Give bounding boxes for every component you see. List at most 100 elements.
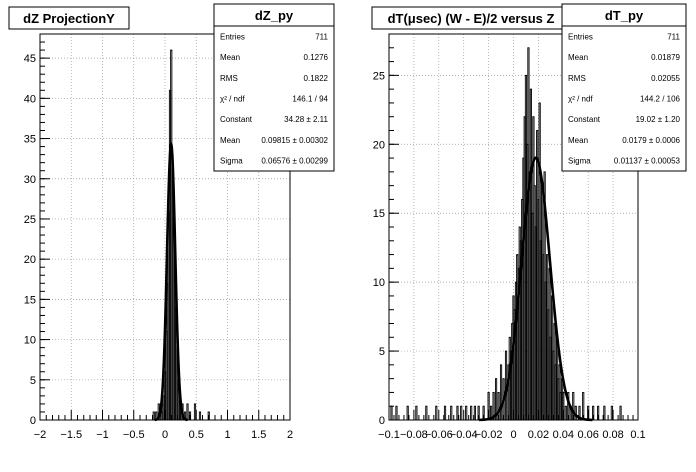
histogram-bin	[470, 405, 473, 421]
stats-label: χ² / ndf	[568, 95, 593, 104]
x-tick-label: −1	[96, 429, 109, 441]
x-tick-label: 0	[510, 429, 516, 441]
x-tick-label: 2	[287, 429, 293, 441]
x-tick-label: −0.02	[475, 429, 503, 441]
y-tick-label: 40	[24, 93, 36, 105]
x-tick-label: −1.5	[60, 429, 82, 441]
y-tick-label: 45	[24, 53, 36, 65]
stats-label: Entries	[220, 32, 245, 41]
y-tick-label: 10	[373, 277, 385, 289]
panel-2: −0.1 −0.08−0.06−0.04−0.02 0 0.02 0.04 0.06 0.0…	[371, 3, 687, 441]
x-tick-label: 0.08	[602, 429, 623, 441]
y-tick-label: 25	[24, 214, 36, 226]
stats-label: Constant	[220, 115, 253, 124]
x-tick-label: −0.1	[378, 429, 400, 441]
histogram-bin	[390, 405, 393, 421]
chart-title: dT(μsec) (W - E)/2 versus Z	[388, 11, 555, 26]
y-tick-label: 35	[24, 134, 36, 146]
stats-value: 19.02 ± 1.20	[636, 115, 681, 124]
histogram-bin	[186, 403, 189, 421]
y-tick-label: 5	[379, 346, 385, 358]
stats-title: dZ_py	[255, 8, 294, 23]
stats-value: 0.09815 ± 0.00302	[261, 136, 328, 145]
y-tick-label: 25	[373, 70, 385, 82]
stats-label: Mean	[568, 136, 588, 145]
stats-box: dT_py Entries 711 Mean 0.01879 RMS 0.02055 χ² /…	[561, 3, 687, 172]
histogram-bin	[395, 405, 398, 421]
stats-label: Sigma	[220, 157, 243, 166]
stats-label: Sigma	[568, 157, 591, 166]
histogram-bin	[564, 405, 567, 421]
stats-value: 0.1276	[304, 53, 329, 62]
title-frame	[8, 6, 130, 30]
stats-frame	[561, 3, 687, 172]
stats-frame	[213, 3, 335, 172]
stats-value: 0.0179 ± 0.0006	[622, 136, 680, 145]
x-axis: −0.1 −0.08−0.06−0.04−0.02 0 0.02 0.04 0.06 0.0…	[378, 410, 646, 441]
x-tick-label: 1.5	[251, 429, 266, 441]
stats-label: Constant	[568, 115, 601, 124]
stats-label: Mean	[220, 136, 240, 145]
panel-1: −2 −1.5 −1 −0.5 0 0.5 1 1.5 2 0 5 10 15 20 25 30 35 40 45 d…	[8, 3, 335, 441]
x-tick-label: −0.04	[450, 429, 478, 441]
histogram-bin	[152, 411, 155, 421]
x-tick-label: 0.1	[630, 429, 645, 441]
stats-value: 711	[315, 32, 328, 41]
stats-label: Mean	[220, 53, 240, 62]
histogram-bin	[610, 405, 613, 421]
y-tick-label: 15	[24, 294, 36, 306]
histogram-bin	[603, 405, 606, 421]
x-tick-label: 0.02	[528, 429, 549, 441]
title-box: dT(μsec) (W - E)/2 versus Z	[371, 6, 571, 30]
histogram-bin	[443, 405, 447, 421]
y-tick-label: 20	[373, 139, 385, 151]
stats-value: 0.02055	[651, 74, 680, 83]
chart-title: dZ ProjectionY	[23, 11, 115, 26]
y-tick-label: 15	[373, 208, 385, 220]
histogram-bin	[456, 405, 459, 421]
stats-title: dT_py	[605, 8, 644, 23]
y-tick-label: 0	[379, 415, 385, 427]
stats-label: Entries	[568, 32, 593, 41]
stats-value: 711	[667, 32, 680, 41]
x-tick-label: −0.08	[400, 429, 428, 441]
histogram-bin	[193, 403, 197, 421]
stats-value: 34.28 ± 2.11	[284, 115, 328, 124]
x-tick-label: 0.5	[189, 429, 204, 441]
stats-label: RMS	[220, 74, 238, 83]
stats-label: χ² / ndf	[220, 95, 245, 104]
histogram-bin	[460, 405, 463, 421]
histogram-bin	[425, 405, 428, 421]
stats-value: 0.01879	[651, 53, 680, 62]
x-tick-label: 0.06	[577, 429, 598, 441]
gaussian-fit-curve	[154, 142, 188, 422]
histogram-bin	[465, 405, 468, 421]
stats-value: 0.06576 ± 0.00299	[261, 157, 328, 166]
histogram-bin	[198, 411, 202, 421]
x-tick-label: 0.04	[553, 429, 574, 441]
y-tick-label: 0	[30, 415, 36, 427]
histogram-bin	[473, 405, 476, 421]
gaussian-fit-curve	[479, 156, 593, 422]
x-tick-label: −0.5	[123, 429, 145, 441]
histogram-bin	[415, 405, 418, 421]
y-tick-label: 20	[24, 254, 36, 266]
y-axis: 0 5 10 15 20 25	[373, 33, 399, 427]
histogram-bin	[619, 405, 622, 421]
x-tick-label: 1	[224, 429, 230, 441]
y-tick-label: 30	[24, 174, 36, 186]
stats-value: 146.1 / 94	[292, 95, 328, 104]
y-tick-label: 10	[24, 335, 36, 347]
stats-value: 144.2 / 106	[640, 95, 681, 104]
y-axis: 0 5 10 15 20 25 30 35 40 45	[24, 33, 50, 427]
histogram-bin	[499, 364, 503, 421]
stats-value: 0.01137 ± 0.00053	[614, 157, 681, 166]
x-tick-label: −2	[34, 429, 47, 441]
stats-label: RMS	[568, 74, 586, 83]
stats-value: 0.1822	[304, 74, 329, 83]
title-box: dZ ProjectionY	[8, 6, 130, 30]
y-tick-label: 5	[30, 375, 36, 387]
x-tick-label: −0.06	[425, 429, 453, 441]
histogram-bin	[435, 405, 438, 421]
